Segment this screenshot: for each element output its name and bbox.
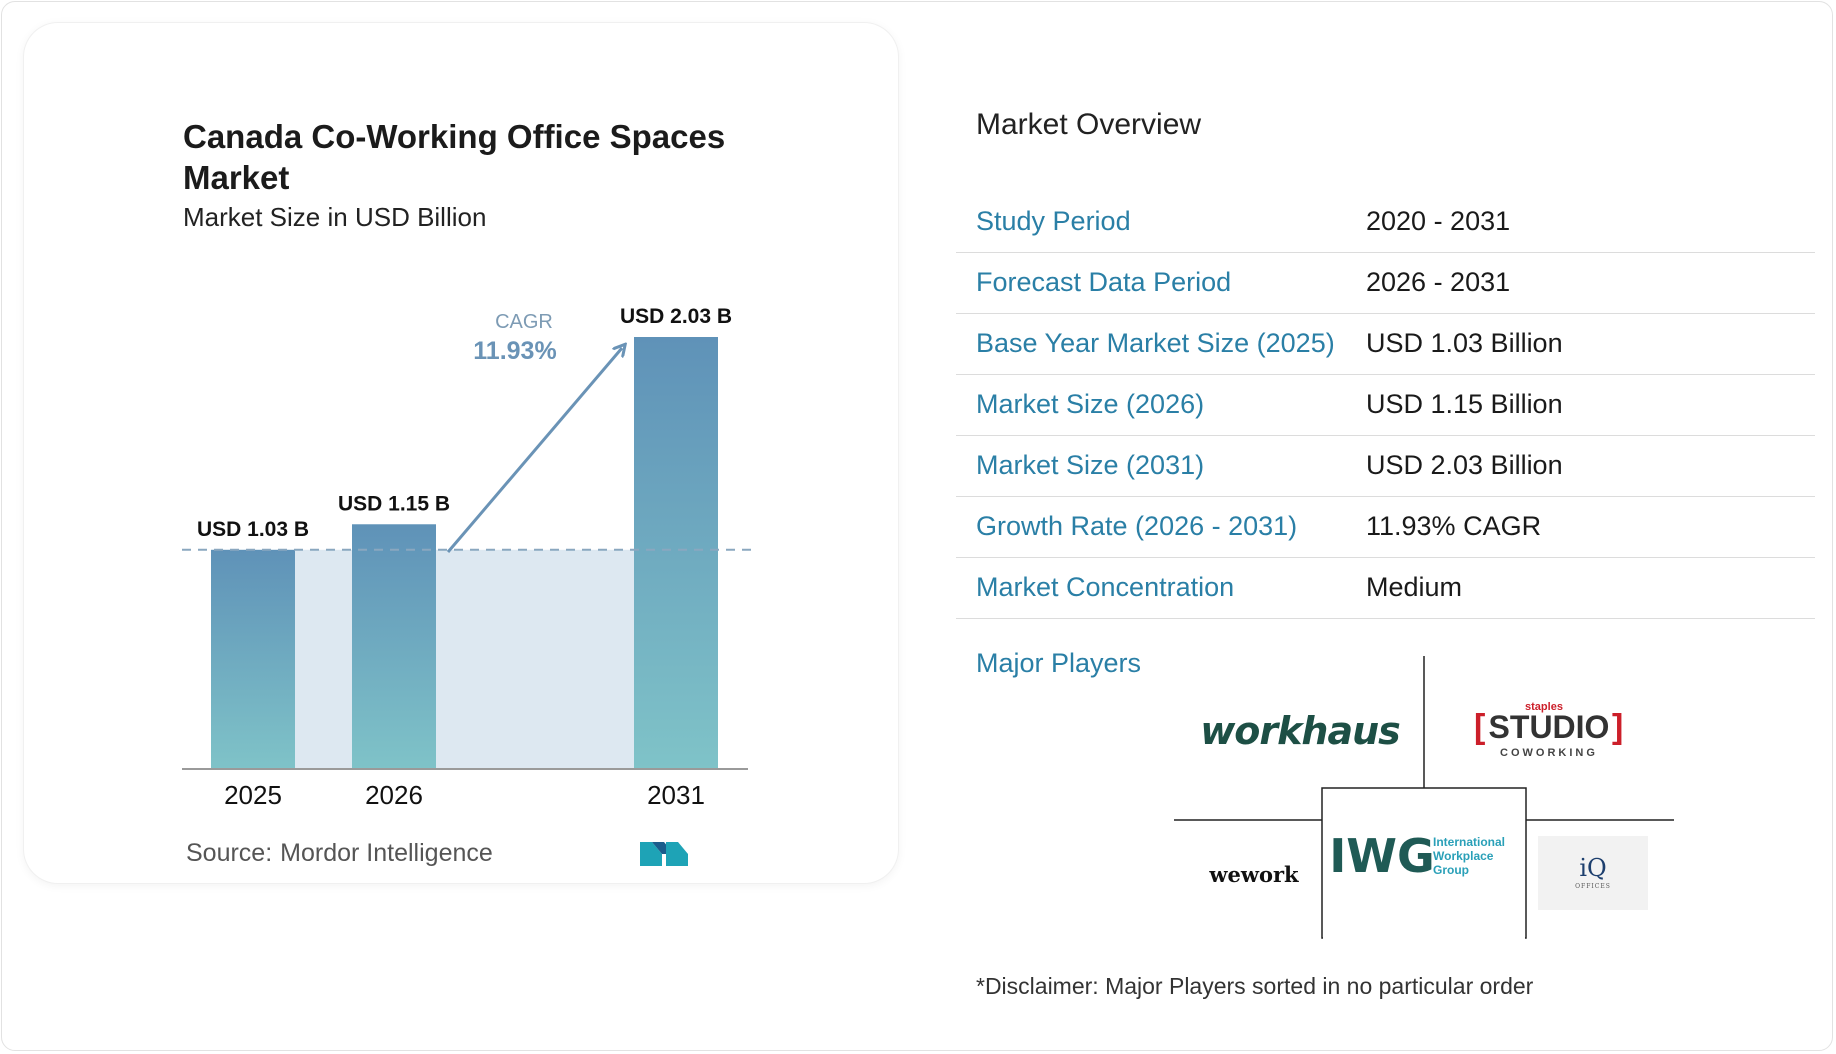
row-label: Study Period (976, 206, 1131, 236)
row-value: USD 1.03 Billion (1366, 328, 1563, 358)
cagr-label: CAGR (495, 311, 553, 333)
row-label: Growth Rate (2026 - 2031) (976, 511, 1298, 541)
overview-row-study-period: Study Period 2020 - 2031 (956, 192, 1815, 253)
cagr-value: 11.93% (473, 337, 556, 365)
market-overview-title: Market Overview (976, 108, 1202, 141)
bar-chart: CAGR 11.93% USD 1.03 B 2025 USD 1.15 B 2026… (182, 305, 752, 810)
bar-2031 (634, 337, 718, 769)
source-name: Mordor Intelligence (280, 839, 493, 867)
row-value: 11.93% CAGR (1366, 511, 1542, 541)
row-value: Medium (1366, 572, 1463, 602)
x-tick-label-2031: 2031 (647, 780, 705, 810)
major-players-label: Major Players (976, 648, 1142, 678)
market-overview-table: Study Period 2020 - 2031 Forecast Data P… (956, 192, 1815, 619)
row-value: USD 1.15 Billion (1366, 389, 1563, 419)
overview-row-base-year-size: Base Year Market Size (2025) USD 1.03 Bi… (956, 314, 1815, 375)
overview-row-size-2026: Market Size (2026) USD 1.15 Billion (956, 375, 1815, 436)
data-label-2026: USD 1.15 B (338, 492, 450, 515)
source-label: Source: (186, 839, 273, 867)
row-label: Forecast Data Period (976, 267, 1232, 297)
row-value: USD 2.03 Billion (1366, 450, 1563, 480)
overview-row-size-2031: Market Size (2031) USD 2.03 Billion (956, 436, 1815, 497)
overview-row-forecast-period: Forecast Data Period 2026 - 2031 (956, 253, 1815, 314)
row-label: Market Size (2031) (976, 450, 1205, 480)
chart-title: Canada Co-Working Office Spaces Market (183, 118, 726, 196)
bar-2026 (352, 524, 436, 769)
disclaimer-text: *Disclaimer: Major Players sorted in no … (976, 973, 1534, 999)
bar-2025 (211, 549, 295, 769)
row-label: Market Size (2026) (976, 389, 1205, 419)
chart-subtitle: Market Size in USD Billion (183, 202, 487, 232)
overview-row-concentration: Market Concentration Medium (956, 558, 1815, 619)
row-value: 2026 - 2031 (1366, 267, 1511, 297)
source-line: Source: Mordor Intelligence (186, 839, 493, 868)
row-label: Market Concentration (976, 572, 1235, 602)
row-label: Base Year Market Size (2025) (976, 328, 1335, 358)
x-tick-label-2025: 2025 (224, 780, 282, 810)
row-value: 2020 - 2031 (1366, 206, 1511, 236)
mordor-intelligence-logo-icon (640, 842, 688, 866)
x-tick-label-2026: 2026 (365, 780, 423, 810)
cagr-arrow (446, 348, 622, 553)
data-label-2031: USD 2.03 B (620, 305, 732, 328)
overview-row-growth-rate: Growth Rate (2026 - 2031) 11.93% CAGR (956, 497, 1815, 558)
data-label-2025: USD 1.03 B (197, 518, 309, 541)
